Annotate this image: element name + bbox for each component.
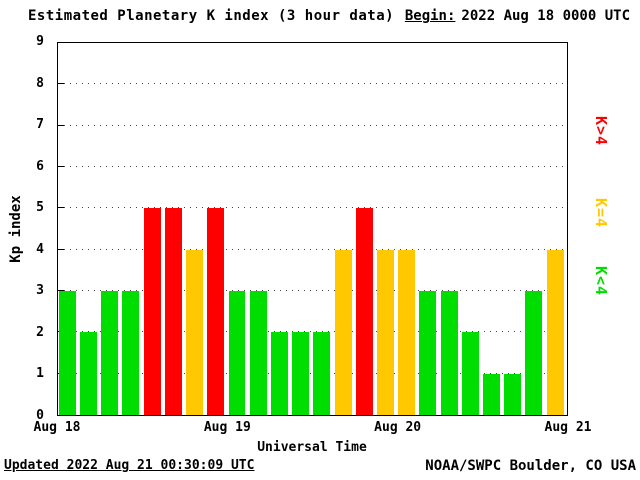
y-tick-mark: [58, 207, 64, 209]
y-tick-label: 4: [36, 241, 44, 257]
gridline: [58, 331, 567, 333]
y-tick-label: 3: [36, 283, 44, 299]
kp-bar: [419, 291, 437, 415]
kp-bar: [355, 208, 373, 415]
y-tick-label: 1: [36, 366, 44, 382]
y-tick-mark: [58, 248, 64, 250]
x-tick-label: Aug 21: [544, 420, 592, 435]
kp-bar: [461, 332, 479, 415]
kp-bar: [376, 249, 394, 415]
y-tick-label: 6: [36, 158, 44, 174]
kp-bar: [270, 332, 288, 415]
legend-item: K=4: [592, 198, 610, 229]
y-tick-label: 0: [36, 408, 44, 423]
kp-bar: [440, 291, 458, 415]
y-tick-mark: [58, 83, 64, 85]
kp-bar: [546, 249, 564, 415]
begin-time: Begin: 2022 Aug 18 0000 UTC: [405, 8, 630, 24]
gridline: [58, 372, 567, 374]
legend: K>4 K=4 K<4: [592, 42, 618, 416]
plot-area: [57, 42, 568, 416]
chart-title: Estimated Planetary K index (3 hour data…: [28, 8, 395, 24]
gridline: [58, 166, 567, 167]
kp-bar: [186, 249, 204, 415]
y-axis-ticks: 0 1 2 3 4 5 6 7 8 9: [0, 34, 48, 423]
kp-bar: [101, 291, 119, 415]
kp-bar: [207, 208, 225, 415]
y-tick-label: 9: [36, 34, 44, 49]
x-axis-title: Universal Time: [257, 440, 367, 455]
begin-value: 2022 Aug 18 0000 UTC: [461, 8, 630, 24]
y-tick-label: 7: [36, 117, 44, 133]
kp-bar: [313, 332, 331, 415]
kp-bar: [334, 249, 352, 415]
kp-bar: [398, 249, 416, 415]
kp-bar: [504, 373, 522, 415]
kp-bar: [228, 291, 246, 415]
kp-bar: [249, 291, 267, 415]
gridline: [58, 83, 567, 85]
legend-item: K>4: [592, 116, 610, 147]
kp-bar: [58, 291, 76, 415]
y-tick-label: 2: [36, 324, 44, 340]
x-tick-label: Aug 18: [33, 420, 81, 435]
begin-label: Begin:: [404, 8, 456, 24]
kp-bar: [292, 332, 310, 415]
kp-bar: [483, 373, 500, 415]
y-tick-label: 8: [36, 75, 44, 91]
y-tick-mark: [58, 166, 64, 167]
gridline: [58, 124, 567, 126]
kp-bar: [143, 208, 161, 415]
updated-timestamp: Updated 2022 Aug 21 00:30:09 UTC: [4, 458, 255, 473]
x-tick-label: Aug 20: [374, 420, 422, 435]
y-tick-mark: [58, 124, 64, 126]
kp-bar: [80, 332, 97, 415]
legend-item: K<4: [592, 266, 610, 297]
kp-bar: [122, 291, 140, 415]
x-tick-label: Aug 19: [203, 420, 251, 435]
source-credit: NOAA/SWPC Boulder, CO USA: [425, 458, 636, 474]
gridline: [58, 207, 567, 209]
x-axis-ticks: Aug 18 Aug 19 Aug 20 Aug 21: [34, 420, 592, 438]
kp-bar: [164, 208, 182, 415]
gridline: [58, 290, 567, 291]
y-tick-mark: [58, 290, 64, 291]
gridline: [58, 248, 567, 250]
y-tick-label: 5: [36, 200, 44, 216]
kp-bar: [525, 291, 543, 415]
